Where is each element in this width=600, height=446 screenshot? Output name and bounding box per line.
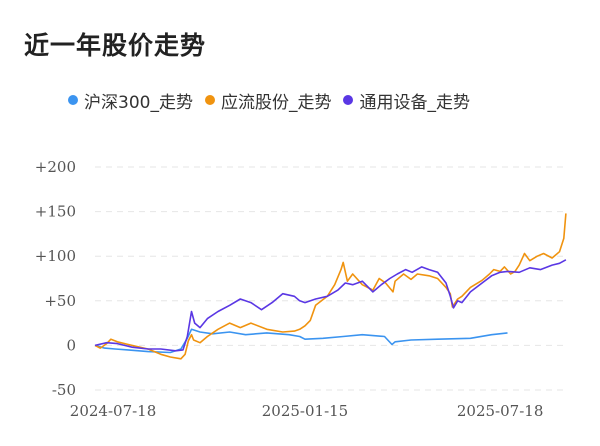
y-tick-label: +100	[35, 247, 76, 265]
chart-legend: 沪深300_走势 应流股份_走势 通用设备_走势	[68, 88, 482, 113]
series-line-2	[94, 213, 567, 360]
legend-item: 通用设备_走势	[343, 88, 470, 113]
legend-label: 沪深300_走势	[84, 92, 193, 113]
legend-item: 应流股份_走势	[204, 88, 332, 113]
x-tick-label: 2025-07-18	[457, 402, 543, 420]
legend-marker	[343, 95, 354, 105]
x-tick-label: 2025-01-15	[262, 402, 348, 420]
legend-item: 沪深300_走势	[68, 88, 193, 113]
legend-label: 通用设备_走势	[359, 92, 470, 113]
x-tick-label: 2024-07-18	[70, 402, 156, 420]
legend-label: 应流股份_走势	[220, 92, 332, 113]
y-tick-label: 0	[66, 336, 76, 354]
page-title: 近一年股价走势	[24, 31, 207, 60]
y-tick-label: -50	[52, 381, 76, 399]
legend-marker	[204, 95, 215, 105]
y-tick-label: +200	[35, 158, 76, 176]
series-line-1	[94, 328, 508, 354]
y-tick-label: +50	[44, 292, 76, 310]
y-tick-label: +150	[35, 203, 76, 221]
legend-marker	[68, 95, 78, 105]
series-line-3	[94, 259, 567, 352]
